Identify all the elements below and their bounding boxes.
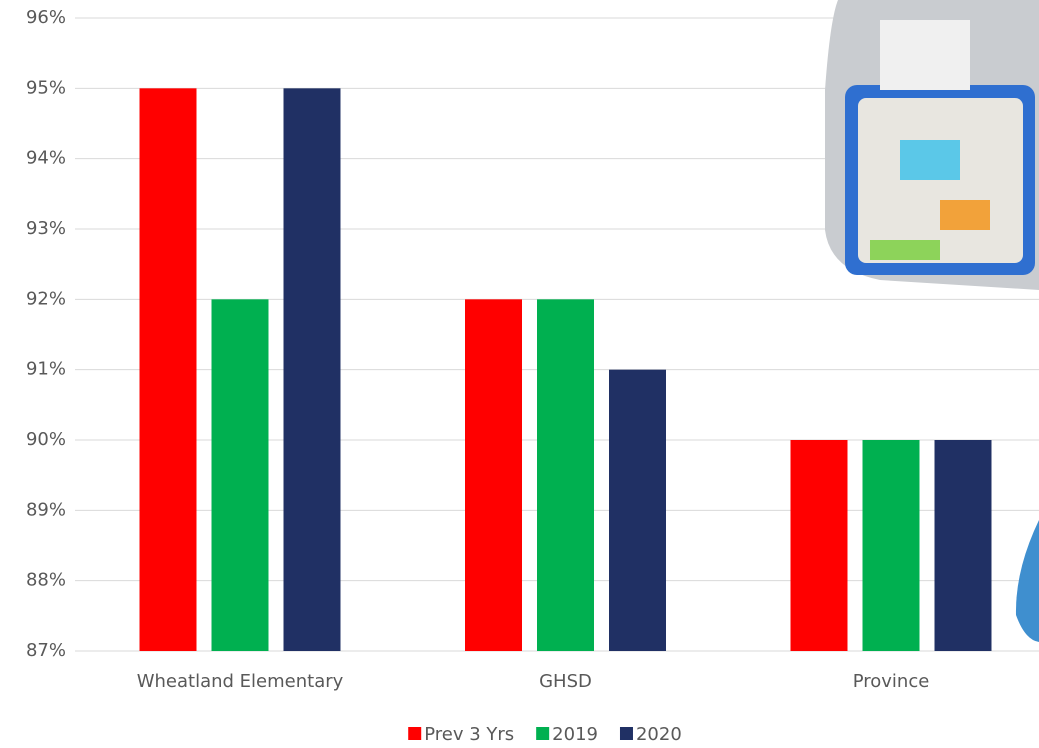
legend-label: 2020 — [636, 724, 682, 745]
legend-label: 2019 — [552, 724, 598, 745]
y-tick-label: 92% — [26, 288, 66, 309]
legend-label: Prev 3 Yrs — [424, 724, 514, 745]
x-tick-label: Wheatland Elementary — [137, 671, 344, 692]
plot: 87% 88% 89% 90% 91% 92% 93% 94% 95% 96% Wheatland … — [26, 7, 1039, 745]
bar — [211, 299, 269, 651]
legend-swatch — [536, 727, 550, 740]
y-tick-label: 94% — [26, 148, 66, 169]
y-tick-label: 95% — [26, 77, 66, 98]
bar — [609, 369, 666, 651]
bar — [934, 440, 992, 651]
bar — [139, 88, 197, 652]
photo — [825, 0, 1039, 290]
y-tick-label: 89% — [26, 499, 66, 520]
y-tick-label: 87% — [26, 640, 66, 661]
y-tick-label: 88% — [26, 570, 66, 591]
legend-swatch — [408, 727, 422, 740]
legend-swatch — [619, 727, 633, 740]
bar — [862, 440, 920, 651]
bar — [790, 440, 848, 651]
x-tick-label: Province — [853, 671, 930, 692]
y-tick-label: 91% — [26, 359, 66, 380]
decor-shape — [1015, 520, 1039, 642]
bar — [465, 299, 522, 651]
y-tick-label: 93% — [26, 218, 66, 239]
legend: Prev 3 Yrs 2019 2020 — [408, 724, 682, 745]
bar — [283, 88, 341, 652]
bar — [537, 299, 594, 651]
y-tick-label: 90% — [26, 429, 66, 450]
y-tick-label: 96% — [26, 7, 66, 28]
x-tick-label: GHSD — [539, 671, 592, 692]
